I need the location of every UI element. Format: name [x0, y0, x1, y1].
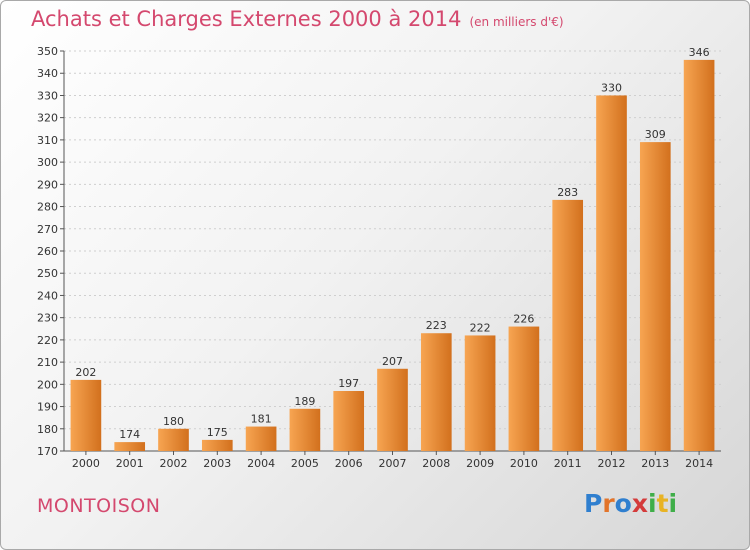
data-label: 181 — [251, 413, 272, 426]
data-label: 180 — [163, 415, 184, 428]
y-tick-label: 350 — [37, 45, 58, 58]
x-tick-label: 2013 — [641, 457, 669, 470]
x-tick-label: 2000 — [72, 457, 100, 470]
data-label: 223 — [426, 319, 447, 332]
bar — [158, 428, 189, 451]
y-tick-label: 230 — [37, 312, 58, 325]
y-tick-label: 340 — [37, 67, 58, 80]
chart-title: Achats et Charges Externes 2000 à 2014 (e… — [31, 7, 564, 31]
y-tick-label: 180 — [37, 423, 58, 436]
data-label: 175 — [207, 426, 228, 439]
x-tick-label: 2010 — [510, 457, 538, 470]
data-label: 202 — [75, 366, 96, 379]
data-label: 346 — [689, 46, 710, 59]
bar — [333, 391, 365, 451]
x-tick-label: 2004 — [247, 457, 275, 470]
x-tick-label: 2011 — [554, 457, 582, 470]
data-label: 174 — [119, 428, 140, 441]
data-label: 222 — [470, 321, 491, 334]
y-tick-label: 310 — [37, 134, 58, 147]
data-label: 189 — [294, 395, 315, 408]
bar — [464, 335, 496, 451]
x-tick-label: 2002 — [160, 457, 188, 470]
bar — [683, 59, 715, 452]
data-label: 309 — [645, 128, 666, 141]
chart-subtitle: (en milliers d'€) — [469, 15, 564, 29]
y-tick-label: 170 — [37, 445, 58, 458]
bar — [114, 442, 146, 451]
data-label: 330 — [601, 81, 622, 94]
y-tick-label: 200 — [37, 378, 58, 391]
x-tick-label: 2007 — [379, 457, 407, 470]
x-tick-label: 2003 — [203, 457, 231, 470]
bar — [245, 426, 277, 451]
proxiti-logo: Proxiti — [584, 489, 678, 518]
y-tick-label: 190 — [37, 401, 58, 414]
chart-title-text: Achats et Charges Externes 2000 à 2014 — [31, 7, 462, 31]
data-label: 226 — [513, 313, 534, 326]
data-label: 197 — [338, 377, 359, 390]
y-tick-label: 210 — [37, 356, 58, 369]
data-label: 207 — [382, 355, 403, 368]
x-tick-label: 2008 — [422, 457, 450, 470]
bar — [377, 368, 408, 451]
y-tick-label: 250 — [37, 267, 58, 280]
y-tick-label: 270 — [37, 223, 58, 236]
bar — [639, 142, 671, 451]
bar — [508, 326, 540, 451]
bar — [596, 95, 627, 451]
y-tick-label: 260 — [37, 245, 58, 258]
y-tick-label: 330 — [37, 89, 58, 102]
x-tick-label: 2005 — [291, 457, 319, 470]
bar — [552, 199, 584, 451]
x-tick-label: 2001 — [116, 457, 144, 470]
y-tick-label: 300 — [37, 156, 58, 169]
y-tick-label: 240 — [37, 289, 58, 302]
bar — [420, 333, 452, 451]
x-tick-label: 2014 — [685, 457, 713, 470]
x-tick-label: 2012 — [598, 457, 626, 470]
commune-name: MONTOISON — [37, 495, 161, 517]
bar — [70, 379, 102, 451]
y-tick-label: 220 — [37, 334, 58, 347]
bar — [201, 439, 233, 451]
bar — [289, 408, 321, 451]
y-tick-label: 280 — [37, 201, 58, 214]
y-tick-label: 290 — [37, 178, 58, 191]
y-tick-label: 320 — [37, 112, 58, 125]
x-tick-label: 2009 — [466, 457, 494, 470]
data-label: 283 — [557, 186, 578, 199]
x-tick-label: 2006 — [335, 457, 363, 470]
